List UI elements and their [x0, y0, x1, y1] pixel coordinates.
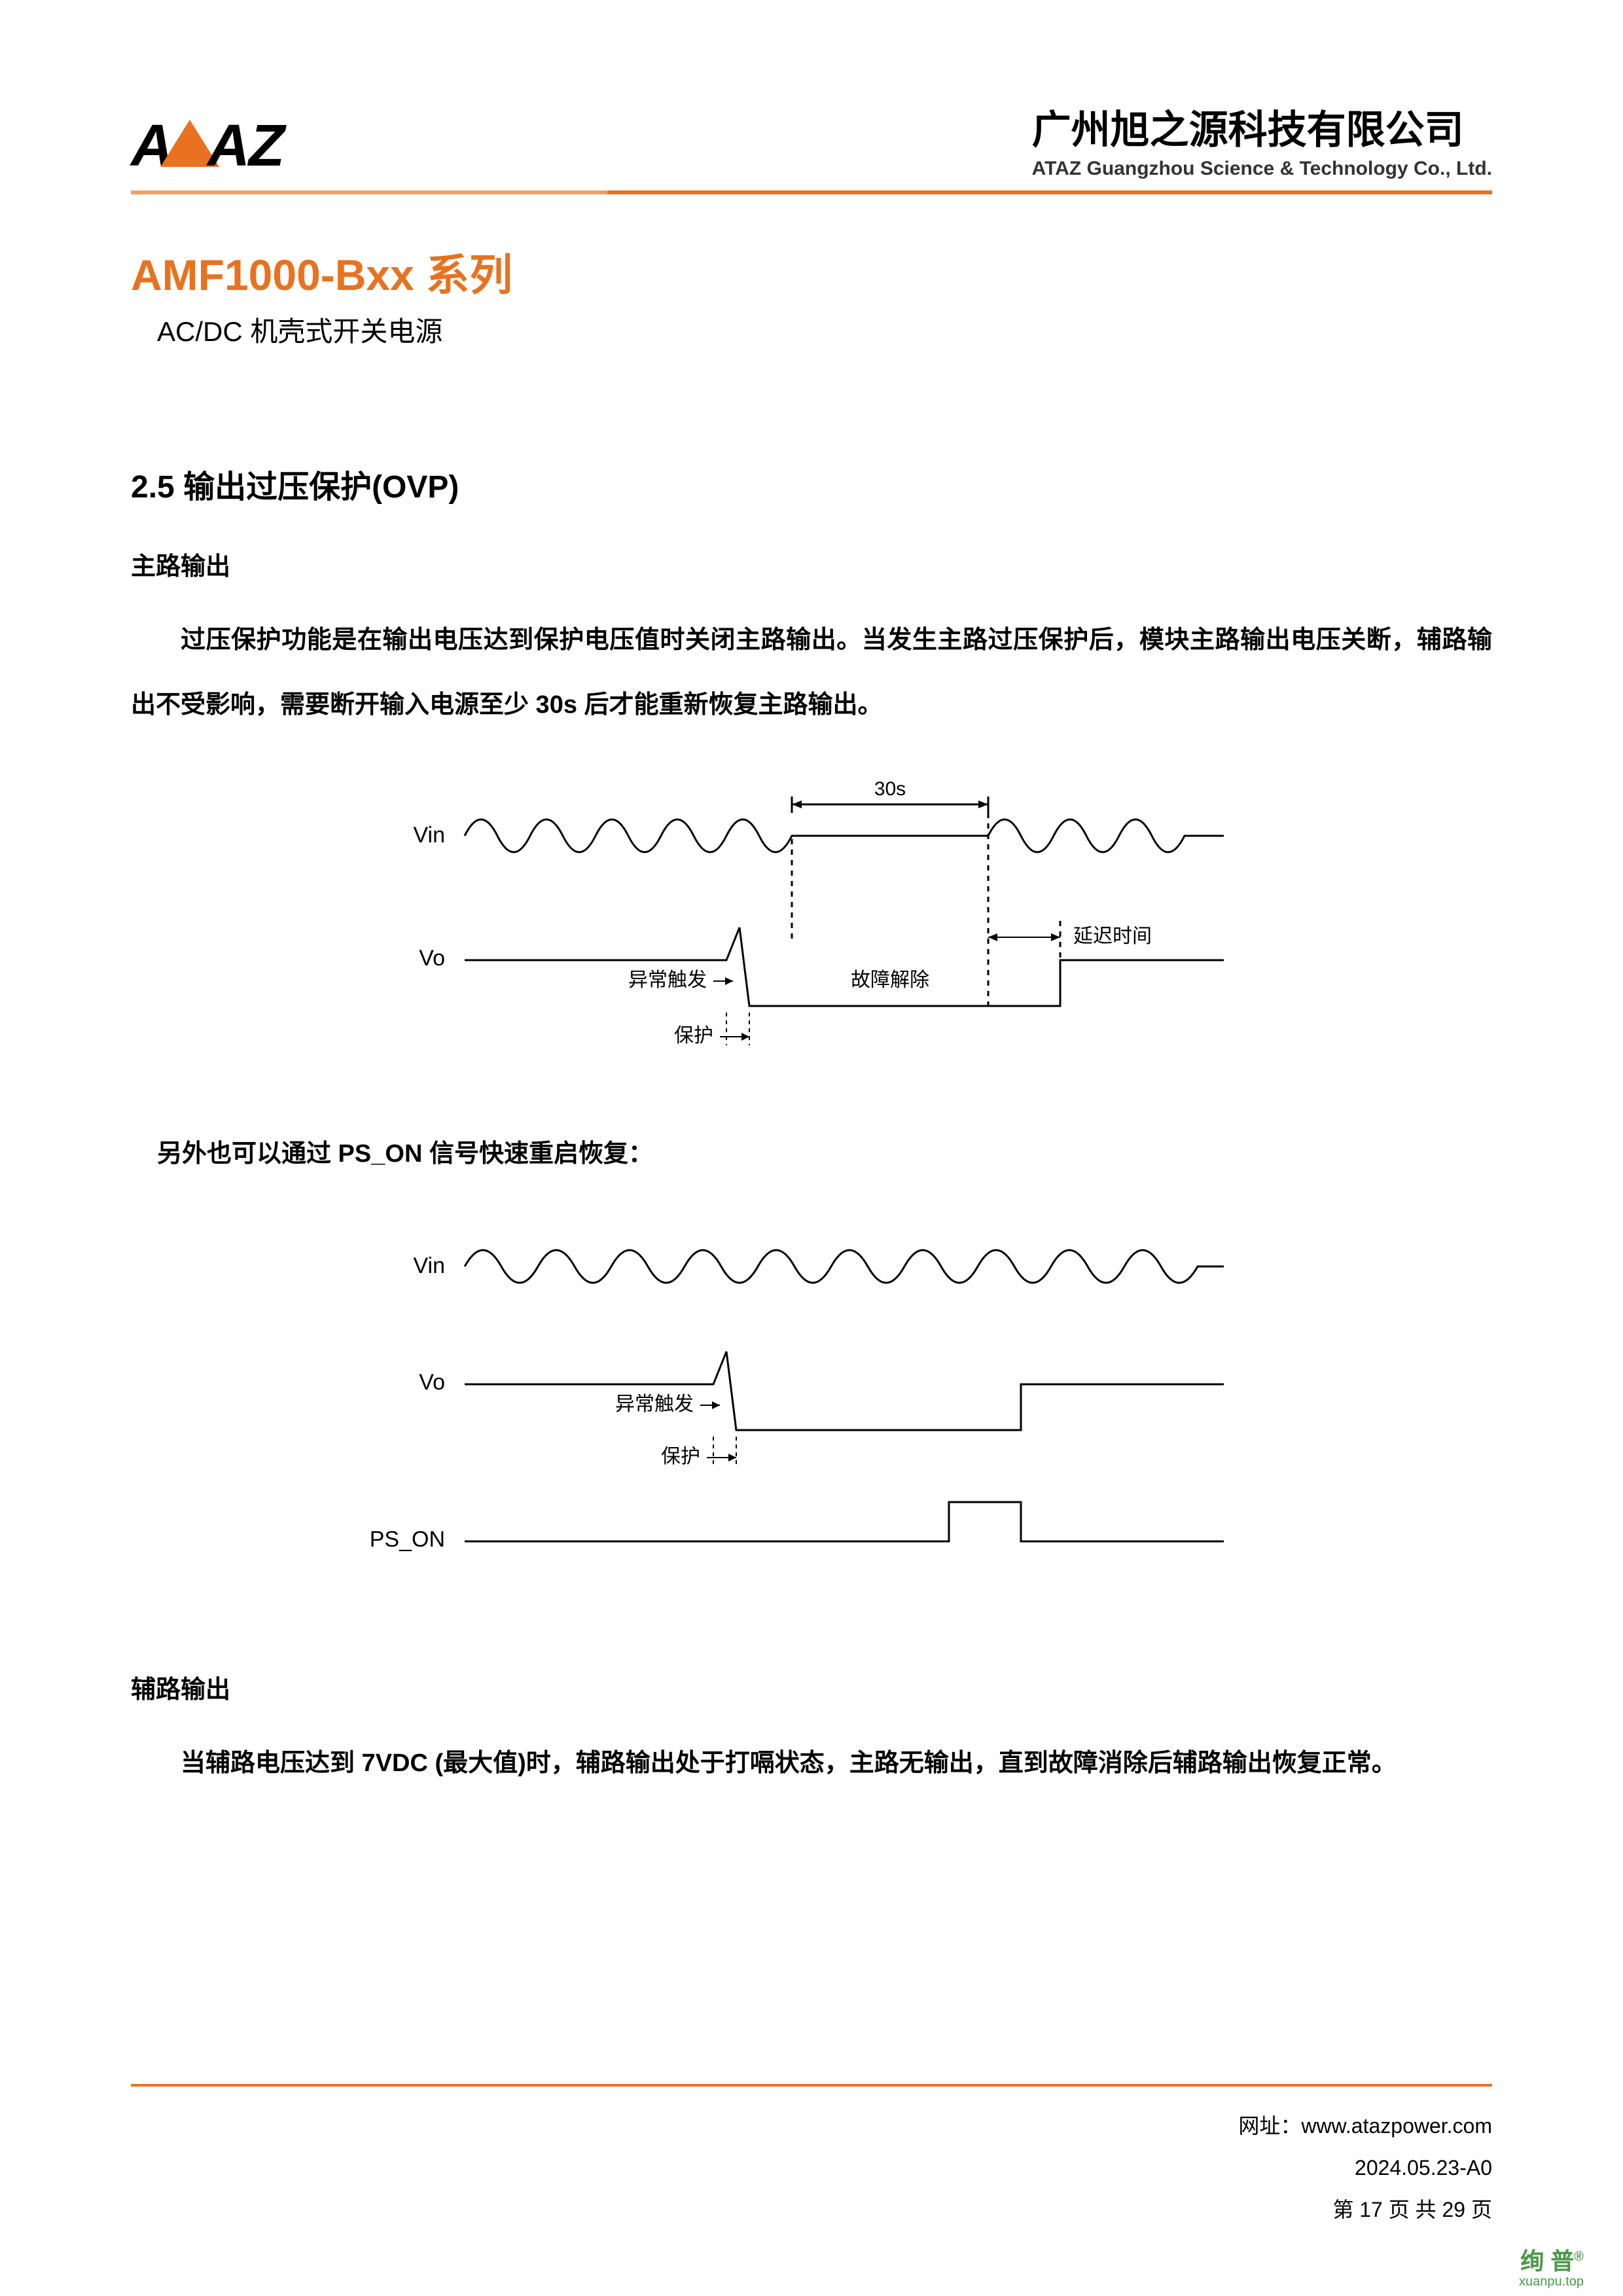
series-subtitle: AC/DC 机壳式开关电源	[157, 310, 1492, 350]
d1-30s-arrow-r	[978, 800, 988, 808]
d1-vo-label: Vo	[419, 946, 445, 971]
subsection-main-output: 主路输出	[131, 546, 1492, 582]
logo: A AZ	[131, 113, 283, 180]
series-title: AMF1000-Bxx 系列	[131, 240, 1492, 303]
section-heading: 2.5 输出过压保护(OVP)	[131, 461, 1492, 507]
d2-vo-label: Vo	[419, 1370, 445, 1395]
timing-diagram-1: Vin 30s Vo 异常触发	[131, 777, 1492, 1094]
d2-vo-wave	[465, 1352, 1224, 1430]
d1-delay-arrow-l	[988, 933, 997, 941]
d1-delay-label: 延迟时间	[1073, 925, 1152, 947]
watermark: 绚 普®	[1520, 2242, 1584, 2276]
d1-30s-label: 30s	[874, 778, 906, 800]
footer-url-label: 网址：	[1238, 2114, 1301, 2138]
company-name-en: ATAZ Guangzhou Science & Technology Co.,…	[1032, 158, 1492, 180]
d2-trigger-arrow-head	[712, 1401, 720, 1409]
title-block: AMF1000-Bxx 系列 AC/DC 机壳式开关电源	[131, 240, 1492, 350]
paragraph-pson-intro: 另外也可以通过 PS_ON 信号快速重启恢复：	[157, 1127, 1492, 1182]
footer-page-current: 17	[1359, 2198, 1383, 2221]
watermark-sub: xuanpu.top	[1519, 2274, 1584, 2289]
page-footer: 网址：www.atazpower.com 2024.05.23-A0 第 17 …	[1238, 2105, 1492, 2231]
footer-divider	[131, 2084, 1492, 2087]
content: 2.5 输出过压保护(OVP) 主路输出 过压保护功能是在输出电压达到保护电压值…	[131, 461, 1492, 1796]
d2-protect-label: 保护	[661, 1446, 700, 1467]
footer-page-total: 29	[1442, 2198, 1466, 2221]
subsection-aux-output: 辅路输出	[131, 1669, 1492, 1705]
timing-diagram-2: Vin Vo 异常触发 保护 PS_ON	[131, 1221, 1492, 1604]
company-block: 广州旭之源科技有限公司 ATAZ Guangzhou Science & Tec…	[1032, 98, 1492, 180]
d1-trigger-arrow-head	[725, 977, 733, 985]
footer-page-line: 第 17 页 共 29 页	[1238, 2189, 1492, 2231]
page-header: A AZ 广州旭之源科技有限公司 ATAZ Guangzhou Science …	[131, 98, 1492, 188]
d2-protect-arrow	[728, 1454, 736, 1462]
d1-faultclear-label: 故障解除	[851, 969, 929, 991]
d1-protect-arrow	[741, 1033, 749, 1041]
company-name-cn: 广州旭之源科技有限公司	[1032, 98, 1492, 155]
d2-vin-label: Vin	[413, 1253, 445, 1278]
header-divider	[131, 190, 1492, 194]
d1-vin-wave	[465, 819, 1224, 852]
d1-vin-label: Vin	[413, 823, 445, 848]
d2-trigger-label: 异常触发	[615, 1393, 694, 1415]
d1-delay-arrow-r	[1051, 933, 1060, 941]
paragraph-aux-description: 当辅路电压达到 7VDC (最大值)时，辅路输出处于打嗝状态，主路无输出，直到故…	[131, 1731, 1492, 1796]
d1-protect-label: 保护	[674, 1025, 713, 1047]
d1-30s-arrow-l	[792, 800, 802, 808]
paragraph-ovp-description: 过压保护功能是在输出电压达到保护电压值时关闭主路输出。当发生主路过压保护后，模块…	[131, 608, 1492, 738]
footer-url: www.atazpower.com	[1301, 2114, 1492, 2138]
d1-trigger-label: 异常触发	[628, 969, 707, 991]
d2-pson-label: PS_ON	[370, 1527, 445, 1552]
d2-vin-wave	[465, 1250, 1224, 1283]
logo-text-right: AZ	[207, 113, 283, 180]
d2-pson-wave	[465, 1502, 1224, 1541]
footer-date: 2024.05.23-A0	[1238, 2147, 1492, 2189]
footer-url-line: 网址：www.atazpower.com	[1238, 2105, 1492, 2147]
